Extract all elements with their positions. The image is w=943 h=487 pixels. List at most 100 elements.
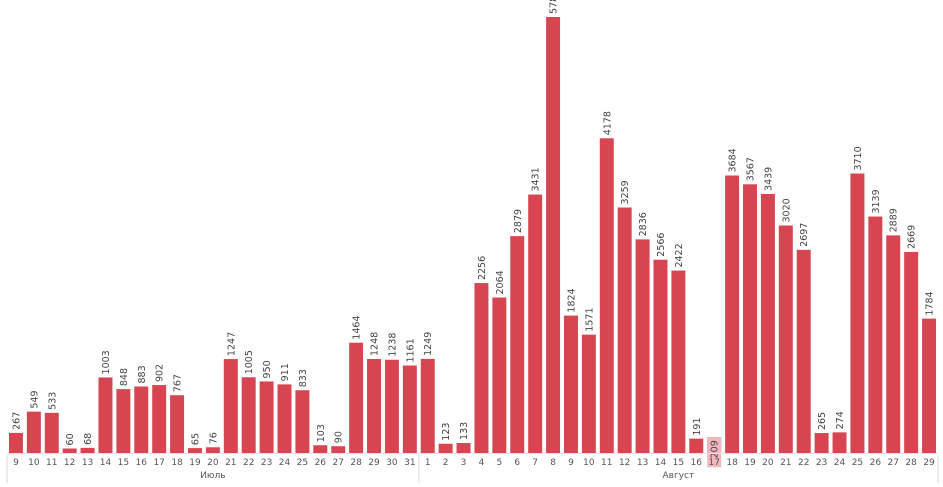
month-label-0: Июль <box>200 471 225 481</box>
bar-25[interactable] <box>456 442 471 453</box>
x-tick-label-32: 10 <box>583 458 595 468</box>
bar-33[interactable] <box>599 138 614 453</box>
bar-48[interactable] <box>868 216 883 453</box>
bar-29[interactable] <box>528 194 543 454</box>
bar-27[interactable] <box>492 297 507 453</box>
bar-value-label-8: 902 <box>155 364 166 382</box>
bar-9[interactable] <box>170 395 185 453</box>
bar-value-label-27: 2064 <box>495 270 506 294</box>
bar-49[interactable] <box>886 235 901 453</box>
bar-11[interactable] <box>205 447 220 453</box>
x-tick-label-0: 9 <box>13 458 19 468</box>
bar-35[interactable] <box>635 239 650 453</box>
bar-value-label-46: 274 <box>835 411 846 429</box>
x-tick-label-45: 23 <box>816 458 827 468</box>
bar-26[interactable] <box>474 283 489 453</box>
bar-value-label-20: 1248 <box>370 332 381 356</box>
bar-8[interactable] <box>152 385 167 453</box>
bar-45[interactable] <box>814 433 829 453</box>
bar-value-label-3: 60 <box>65 433 76 445</box>
bar-17[interactable] <box>313 445 328 453</box>
bar-value-label-33: 4178 <box>602 111 613 135</box>
bar-24[interactable] <box>438 443 453 453</box>
x-tick-label-50: 28 <box>905 458 917 468</box>
bar-value-label-41: 3567 <box>746 157 757 181</box>
bar-20[interactable] <box>367 358 382 453</box>
bar-14[interactable] <box>259 381 274 453</box>
bar-22[interactable] <box>402 365 417 453</box>
bar-value-label-45: 265 <box>817 412 828 430</box>
bar-16[interactable] <box>295 390 310 453</box>
bar-value-label-18: 90 <box>334 431 345 443</box>
bar-value-label-40: 3684 <box>728 148 739 172</box>
bar-value-label-22: 1161 <box>405 338 416 362</box>
x-tick-label-9: 18 <box>171 458 183 468</box>
bar-value-label-6: 848 <box>119 368 130 386</box>
bar-value-label-5: 1003 <box>101 350 112 374</box>
x-tick-label-43: 21 <box>780 458 791 468</box>
x-tick-label-24: 2 <box>443 458 449 468</box>
bar-2[interactable] <box>44 412 59 453</box>
x-tick-label-33: 11 <box>601 458 612 468</box>
bar-value-label-49: 2889 <box>889 208 900 232</box>
x-tick-label-49: 27 <box>888 458 899 468</box>
bar-value-label-32: 1571 <box>584 307 595 331</box>
bar-19[interactable] <box>349 342 364 453</box>
bar-6[interactable] <box>116 389 131 453</box>
bar-50[interactable] <box>904 251 919 453</box>
bar-3[interactable] <box>62 448 77 453</box>
x-tick-label-6: 15 <box>118 458 129 468</box>
bar-value-label-37: 2422 <box>674 243 685 267</box>
x-tick-label-7: 16 <box>136 458 148 468</box>
bar-23[interactable] <box>420 358 435 453</box>
x-tick-label-11: 20 <box>207 458 219 468</box>
x-tick-label-15: 24 <box>279 458 291 468</box>
bar-47[interactable] <box>850 173 865 453</box>
bar-34[interactable] <box>617 207 632 453</box>
bar-value-label-47: 3710 <box>853 146 864 170</box>
bar-12[interactable] <box>223 359 238 453</box>
x-axis: 9 10 11 12 13 14 15 16 17 18 19 20 21 22 23 24 25 26 27 28 2… <box>6 453 939 483</box>
bar-43[interactable] <box>778 225 793 453</box>
bar-18[interactable] <box>331 446 346 453</box>
bar-31[interactable] <box>563 315 578 453</box>
bar-21[interactable] <box>384 359 399 453</box>
bar-44[interactable] <box>796 249 811 453</box>
bar-value-label-48: 3139 <box>871 189 882 213</box>
x-tick-label-3: 12 <box>64 458 75 468</box>
bar-51[interactable] <box>922 318 937 453</box>
bar-value-label-25: 133 <box>459 422 470 440</box>
bar-0[interactable] <box>8 432 23 453</box>
bar-value-label-12: 1247 <box>226 332 237 356</box>
bar-10[interactable] <box>188 448 202 453</box>
x-tick-label-30: 8 <box>550 458 556 468</box>
x-tick-label-4: 13 <box>82 458 93 468</box>
bar-32[interactable] <box>581 334 596 453</box>
bar-4[interactable] <box>80 447 95 453</box>
bar-37[interactable] <box>671 270 686 453</box>
bar-value-label-17: 103 <box>316 424 327 442</box>
x-tick-label-39: 17 <box>708 458 719 468</box>
x-tick-label-13: 22 <box>243 458 254 468</box>
bar-13[interactable] <box>241 377 256 453</box>
bar-15[interactable] <box>277 384 292 453</box>
bar-46[interactable] <box>832 432 847 453</box>
bar-28[interactable] <box>510 236 525 453</box>
x-tick-label-37: 15 <box>673 458 684 468</box>
bar-5[interactable] <box>98 377 113 453</box>
bar-value-label-51: 1784 <box>925 291 936 315</box>
bar-42[interactable] <box>760 193 775 453</box>
x-tick-label-2: 11 <box>46 458 57 468</box>
bar-value-label-7: 883 <box>137 365 148 383</box>
bar-7[interactable] <box>134 386 149 453</box>
bar-38[interactable] <box>689 438 704 453</box>
bar-36[interactable] <box>653 259 668 453</box>
bar-41[interactable] <box>743 184 757 454</box>
bar-40[interactable] <box>725 175 740 454</box>
x-tick-label-51: 29 <box>923 458 935 468</box>
bar-value-label-4: 68 <box>83 433 94 445</box>
bar-value-label-10: 65 <box>190 433 201 445</box>
bar-1[interactable] <box>26 411 41 453</box>
bar-30[interactable] <box>546 17 561 453</box>
bar-value-label-9: 767 <box>173 374 184 392</box>
